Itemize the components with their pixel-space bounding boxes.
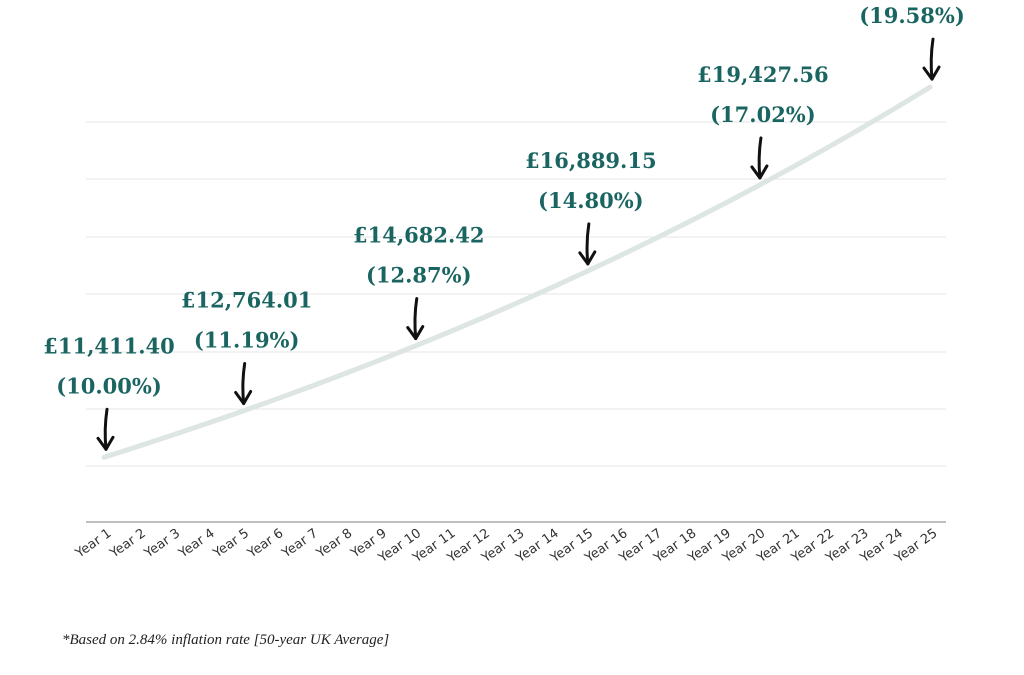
annotation-arrowhead — [96, 435, 115, 451]
x-tick-label: Year 8 — [313, 526, 355, 562]
annotation-percent: (11.19%) — [194, 328, 300, 353]
x-tick-label: Year 4 — [175, 526, 217, 562]
annotation-value: £14,682.42 — [353, 223, 485, 248]
annotations: £11,411.40 (10.00%) £12,764.01 (11.19%) £14,… — [43, 3, 965, 451]
annotation-percent: (19.58%) — [859, 3, 965, 28]
x-tick-label: Year 5 — [210, 526, 252, 562]
annotation-percent: (12.87%) — [366, 263, 472, 288]
annotation-arrow — [103, 407, 109, 451]
x-tick-label: Year 6 — [244, 526, 286, 562]
annotation-arrow — [413, 297, 419, 341]
annotation-arrow — [757, 136, 763, 180]
annotation-arrowhead — [578, 250, 597, 266]
x-tick-label: Year 1 — [72, 526, 114, 562]
annotation-percent: (14.80%) — [538, 188, 644, 213]
x-tick-label: Year 2 — [107, 526, 149, 562]
x-tick-label: Year 7 — [279, 526, 321, 562]
annotation-arrowhead — [750, 164, 769, 180]
annotation-value: £19,427.56 — [697, 62, 829, 87]
series-line — [101, 84, 933, 460]
annotation-percent: (10.00%) — [56, 373, 162, 398]
gridlines — [86, 121, 946, 467]
x-tick-label: Year 3 — [141, 526, 183, 562]
annotation-arrowhead — [406, 325, 425, 341]
annotation-arrowhead — [234, 390, 253, 406]
annotation-value: £12,764.01 — [181, 288, 313, 313]
annotation-arrow — [585, 222, 591, 266]
annotation-value: £11,411.40 — [43, 333, 175, 358]
annotation-arrow — [241, 362, 247, 406]
annotation-arrow — [929, 37, 935, 81]
annotation-percent: (17.02%) — [710, 102, 816, 127]
annotation-value: £16,889.15 — [525, 148, 657, 173]
annotation-arrowhead — [922, 65, 941, 81]
footnote: *Based on 2.84% inflation rate [50-year … — [62, 632, 390, 648]
